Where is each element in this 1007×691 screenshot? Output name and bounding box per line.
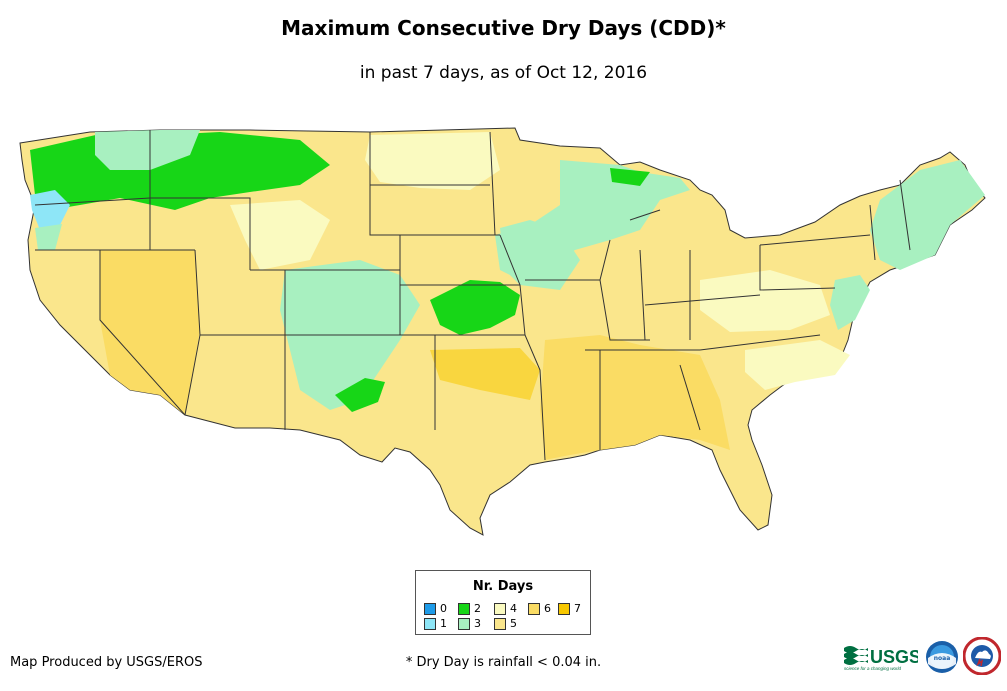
dry-zone-northern-plains [365,132,500,190]
svg-text:science for a changing world: science for a changing world [844,666,902,671]
svg-text:noaa: noaa [934,655,951,662]
driest-zone-southwest [100,250,200,415]
wet-zone-kansas [430,280,520,335]
legend-swatch [528,603,540,615]
map-credit: Map Produced by USGS/EROS [10,655,203,670]
legend-label: 1 [440,617,447,630]
legend-title: Nr. Days [472,579,534,594]
driest-zone-south [540,335,730,460]
legend-swatch [494,618,506,630]
dry-zone-west [230,200,330,270]
driest-zone-oklahoma [430,348,540,400]
moist-zone-coast [35,224,62,250]
legend-label: 7 [574,602,581,615]
legend: Nr. Days 0 1 2 3 4 5 6 7 [415,570,591,635]
moist-zone-northwest [95,130,200,170]
state-boundaries [34,130,911,461]
svg-text:USGS: USGS [870,647,918,667]
noaa-logo: noaa [926,641,958,673]
usgs-logo: USGS science for a changing world [844,646,918,671]
wet-zone-upper-michigan [610,168,650,186]
moist-zone-midatlantic [830,275,870,330]
cdd-map [19,127,986,536]
legend-swatch [494,603,506,615]
dry-zone-southeast-coast [745,340,850,390]
legend-swatch [458,618,470,630]
legend-label: 4 [510,602,517,615]
legend-swatch [558,603,570,615]
dry-day-footnote: * Dry Day is rainfall < 0.04 in. [405,655,602,670]
map-subtitle: in past 7 days, as of Oct 12, 2016 [359,63,648,83]
nws-logo [963,637,1001,675]
map-title: Maximum Consecutive Dry Days (CDD)* [281,16,726,40]
legend-label: 0 [440,602,447,615]
moist-zone-upper-midwest [500,220,580,290]
legend-label: 2 [474,602,481,615]
dry-zone-ohio-valley [700,270,830,332]
wet-zone-new-mexico [335,378,385,412]
legend-swatch [424,618,436,630]
legend-label: 5 [510,617,517,630]
legend-swatch [458,603,470,615]
legend-label: 3 [474,617,481,630]
legend-swatch [424,603,436,615]
moist-zone-northeast [870,160,985,270]
legend-label: 6 [544,602,551,615]
wet-zone-coast [30,190,70,230]
